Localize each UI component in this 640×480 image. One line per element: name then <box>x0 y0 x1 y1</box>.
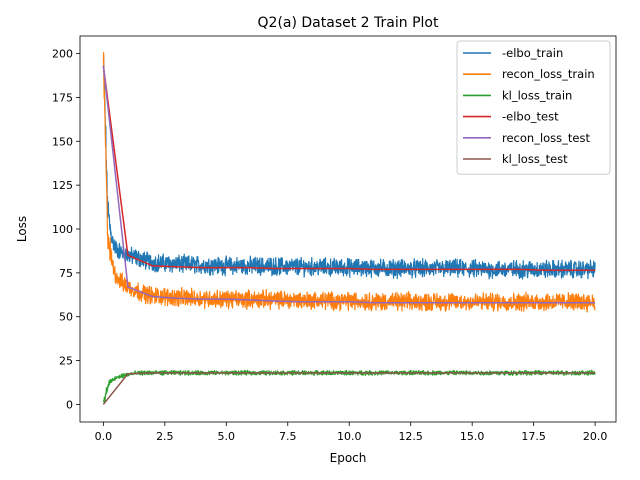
y-tick-label: 200 <box>52 48 73 61</box>
y-axis-label: Loss <box>15 216 29 242</box>
series-layer <box>102 51 596 405</box>
x-axis-ticks: 0.0 2.5 5.0 7.5 10.0 12.5 15.0 17.5 20.0 <box>95 422 608 443</box>
y-tick-label: 50 <box>59 311 73 324</box>
legend-box <box>456 40 611 175</box>
legend: -elbo_train recon_loss_train kl_loss_train… <box>456 40 611 175</box>
series-line-kl-loss-test <box>102 372 596 405</box>
x-tick-label: 7.5 <box>279 430 297 443</box>
series-line-elbo-train <box>103 54 596 280</box>
legend-label: recon_loss_test <box>502 131 590 145</box>
x-tick-label: 5.0 <box>218 430 236 443</box>
y-tick-label: 125 <box>52 179 73 192</box>
y-tick-label: 150 <box>52 135 73 148</box>
y-tick-label: 75 <box>59 267 73 280</box>
y-tick-label: 175 <box>52 91 73 104</box>
y-tick-label: 25 <box>59 355 73 368</box>
x-tick-label: 20.0 <box>583 430 608 443</box>
y-tick-label: 0 <box>66 398 73 411</box>
x-tick-label: 17.5 <box>521 430 546 443</box>
x-tick-label: 12.5 <box>398 430 423 443</box>
legend-label: -elbo_test <box>502 110 559 124</box>
x-tick-label: 0.0 <box>95 430 113 443</box>
legend-label: kl_loss_test <box>502 152 568 166</box>
chart-title: Q2(a) Dataset 2 Train Plot <box>258 15 439 31</box>
legend-label: -elbo_train <box>502 46 563 60</box>
series-line-recon-loss-test <box>102 65 596 304</box>
x-tick-label: 15.0 <box>460 430 485 443</box>
y-tick-label: 100 <box>52 223 73 236</box>
legend-label: recon_loss_train <box>502 67 595 81</box>
x-axis-label: Epoch <box>330 451 367 465</box>
y-axis-ticks: 0 25 50 75 100 125 150 175 200 <box>52 48 80 411</box>
series-line-elbo-test <box>102 65 596 271</box>
x-tick-label: 10.0 <box>337 430 362 443</box>
legend-label: kl_loss_train <box>502 88 572 102</box>
x-tick-label: 2.5 <box>156 430 174 443</box>
series-line-kl-loss-train <box>102 369 596 403</box>
